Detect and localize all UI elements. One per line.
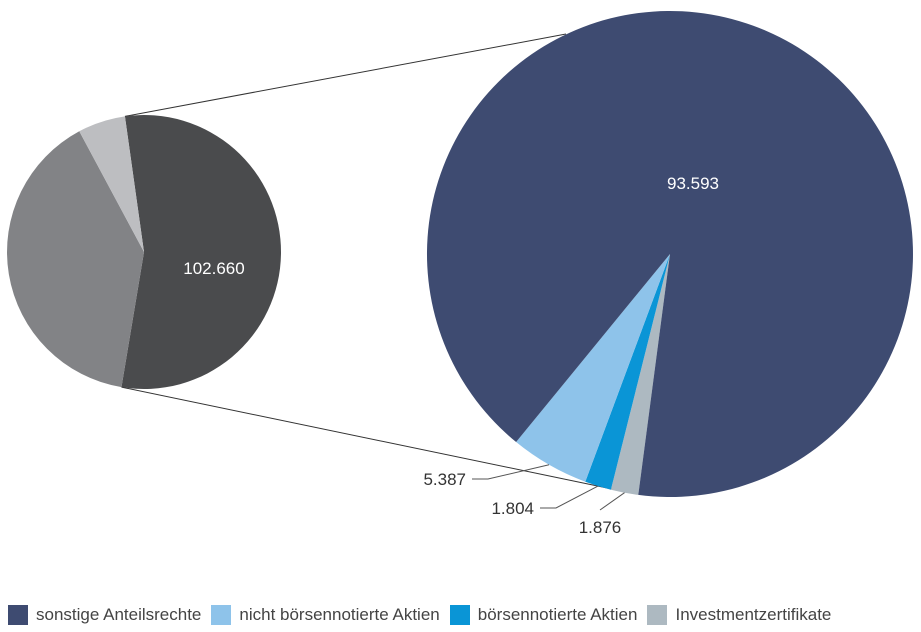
legend-label: sonstige Anteilsrechte <box>36 605 202 624</box>
data-label-left-main: 102.660 <box>183 259 244 278</box>
legend-label: Investmentzertifikate <box>675 605 832 624</box>
legend-item-sonstige-anteilsrechte: sonstige Anteilsrechte <box>8 605 201 625</box>
data-label-nicht-boersennotierte: 5.387 <box>423 470 466 489</box>
legend-swatch <box>647 605 668 625</box>
left-pie-slice-2 <box>79 116 144 252</box>
connector-line-top <box>124 33 567 117</box>
right-pie-slice-1 <box>585 254 670 490</box>
left-pie-slice-0 <box>121 114 282 389</box>
data-label-boersennotierte: 1.804 <box>491 499 534 518</box>
right-pie <box>426 10 913 497</box>
right-pie-slice-0 <box>610 254 670 495</box>
left-pie <box>7 114 282 389</box>
connector-lines <box>121 33 613 490</box>
legend-item-investmentzertifikate: Investmentzertifikate <box>647 605 831 625</box>
legend: sonstige Anteilsrechte nicht börsennotie… <box>8 604 831 626</box>
legend-swatch <box>211 605 232 625</box>
legend-item-boersennotierte-aktien: börsennotierte Aktien <box>449 605 638 625</box>
leader-line-investment <box>599 492 625 511</box>
leader-line-nicht-boersennotierte <box>472 464 550 480</box>
leader-line-boersennotierte <box>540 485 599 509</box>
data-label-investment: 1.876 <box>579 518 622 537</box>
data-labels: 102.660 93.593 5.387 1.804 1.876 <box>183 174 719 537</box>
left-pie-slice-1 <box>7 131 145 388</box>
right-pie-slice-3 <box>426 10 913 497</box>
right-pie-slice-2 <box>516 254 670 482</box>
legend-swatch <box>449 605 470 625</box>
legend-swatch <box>8 605 28 625</box>
legend-label: nicht börsennotierte Aktien <box>239 605 440 624</box>
legend-item-nicht-boersennotierte-aktien: nicht börsennotierte Aktien <box>211 605 440 625</box>
legend-label: börsennotierte Aktien <box>477 605 638 624</box>
data-label-right-main: 93.593 <box>667 174 719 193</box>
connector-line-bottom <box>121 386 613 490</box>
